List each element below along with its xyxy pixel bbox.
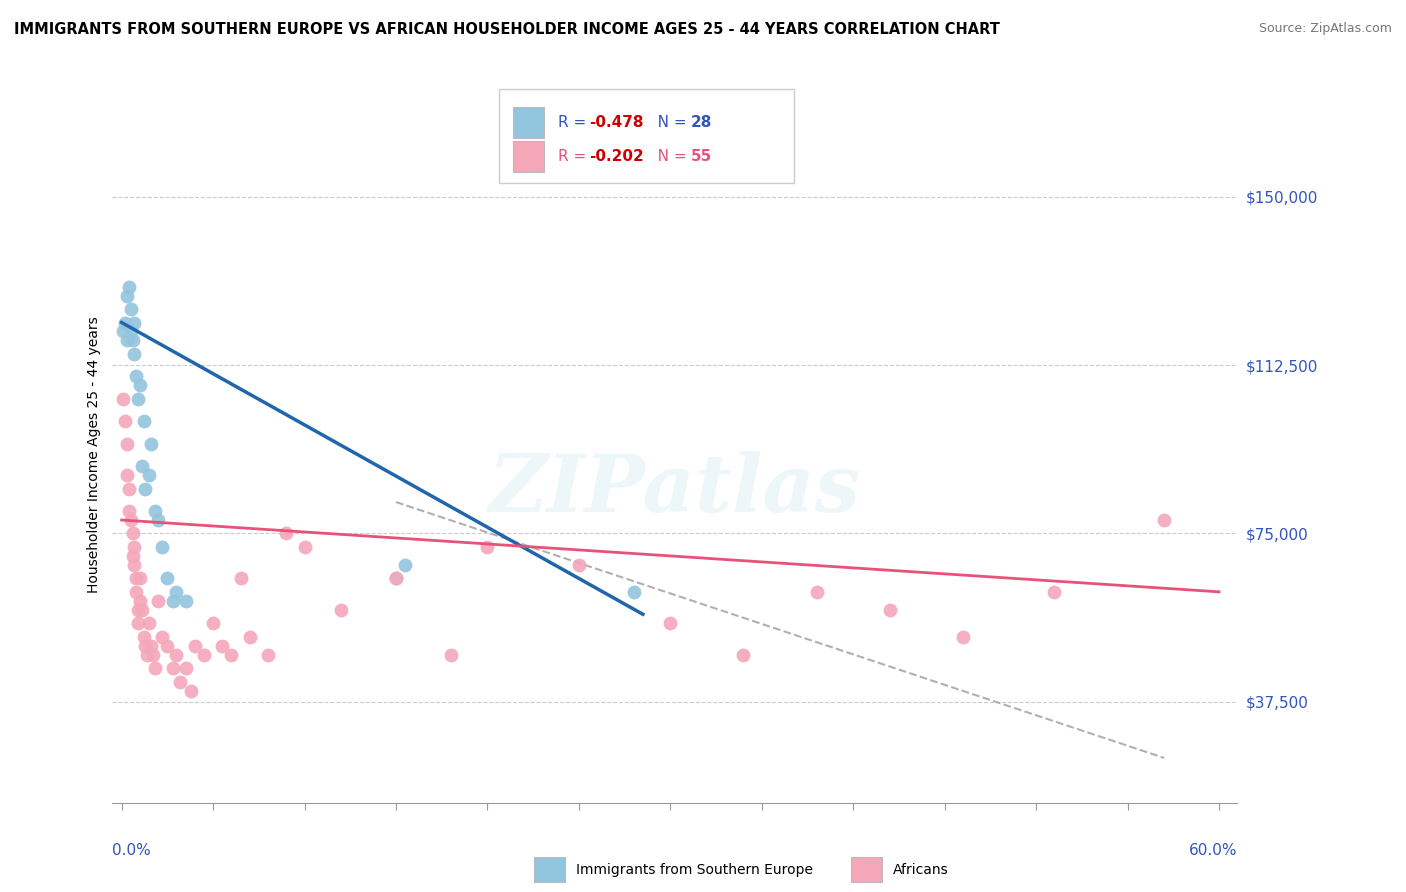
- Text: Africans: Africans: [893, 863, 949, 877]
- Point: [124, 558, 146, 572]
- Point: [120, 301, 142, 316]
- Point: [125, 571, 148, 585]
- Point: [952, 630, 974, 644]
- Point: [139, 436, 162, 450]
- Text: Immigrants from Southern Europe: Immigrants from Southern Europe: [576, 863, 814, 877]
- Point: [132, 414, 155, 428]
- Point: [121, 526, 143, 541]
- Point: [134, 482, 156, 496]
- Point: [121, 334, 143, 348]
- Point: [174, 594, 197, 608]
- Point: [166, 648, 188, 662]
- Point: [125, 584, 148, 599]
- Point: [129, 571, 152, 585]
- Point: [385, 571, 408, 585]
- Text: N =: N =: [643, 115, 690, 130]
- Point: [124, 347, 146, 361]
- Point: [120, 325, 142, 339]
- Text: R =: R =: [558, 149, 592, 164]
- Point: [166, 584, 188, 599]
- Point: [118, 504, 141, 518]
- Point: [385, 571, 408, 585]
- Point: [143, 504, 166, 518]
- Point: [879, 603, 901, 617]
- Text: Source: ZipAtlas.com: Source: ZipAtlas.com: [1258, 22, 1392, 36]
- Point: [143, 661, 166, 675]
- Point: [114, 316, 136, 330]
- Text: -0.202: -0.202: [589, 149, 644, 164]
- Point: [121, 549, 143, 563]
- Point: [112, 325, 135, 339]
- Point: [115, 468, 138, 483]
- Point: [202, 616, 225, 631]
- Text: -0.478: -0.478: [589, 115, 644, 130]
- Point: [115, 334, 138, 348]
- Point: [115, 436, 138, 450]
- Point: [129, 594, 152, 608]
- Point: [239, 630, 262, 644]
- Point: [139, 639, 162, 653]
- Text: 60.0%: 60.0%: [1189, 843, 1237, 858]
- Point: [162, 594, 184, 608]
- Point: [148, 594, 170, 608]
- Point: [733, 648, 755, 662]
- Point: [131, 603, 153, 617]
- Point: [131, 459, 153, 474]
- Point: [276, 526, 298, 541]
- Point: [129, 378, 152, 392]
- Point: [257, 648, 280, 662]
- Point: [184, 639, 207, 653]
- Point: [211, 639, 233, 653]
- Text: R =: R =: [558, 115, 592, 130]
- Point: [118, 279, 141, 293]
- Text: ZIPatlas: ZIPatlas: [489, 451, 860, 528]
- Point: [127, 603, 149, 617]
- Point: [440, 648, 463, 662]
- Point: [169, 674, 191, 689]
- Point: [1043, 584, 1066, 599]
- Text: 28: 28: [690, 115, 711, 130]
- Point: [138, 468, 160, 483]
- Point: [148, 513, 170, 527]
- Point: [294, 540, 316, 554]
- Point: [229, 571, 252, 585]
- Point: [134, 639, 156, 653]
- Point: [659, 616, 682, 631]
- Point: [1153, 513, 1175, 527]
- Point: [136, 648, 159, 662]
- Text: 55: 55: [690, 149, 711, 164]
- Point: [623, 584, 645, 599]
- Point: [118, 482, 141, 496]
- Point: [138, 616, 160, 631]
- Y-axis label: Householder Income Ages 25 - 44 years: Householder Income Ages 25 - 44 years: [87, 317, 101, 593]
- Point: [132, 630, 155, 644]
- Point: [394, 558, 416, 572]
- Point: [120, 513, 142, 527]
- Point: [150, 630, 173, 644]
- Point: [127, 616, 149, 631]
- Point: [193, 648, 215, 662]
- Point: [114, 414, 136, 428]
- Point: [124, 316, 146, 330]
- Point: [156, 571, 179, 585]
- Point: [477, 540, 499, 554]
- Point: [162, 661, 184, 675]
- Point: [124, 540, 146, 554]
- Point: [568, 558, 591, 572]
- Point: [156, 639, 179, 653]
- Text: N =: N =: [643, 149, 690, 164]
- Point: [127, 392, 149, 406]
- Point: [174, 661, 197, 675]
- Point: [125, 369, 148, 384]
- Point: [112, 392, 135, 406]
- Point: [221, 648, 243, 662]
- Point: [115, 288, 138, 302]
- Text: IMMIGRANTS FROM SOUTHERN EUROPE VS AFRICAN HOUSEHOLDER INCOME AGES 25 - 44 YEARS: IMMIGRANTS FROM SOUTHERN EUROPE VS AFRIC…: [14, 22, 1000, 37]
- Point: [142, 648, 165, 662]
- Text: 0.0%: 0.0%: [112, 843, 152, 858]
- Point: [180, 683, 202, 698]
- Point: [806, 584, 828, 599]
- Point: [150, 540, 173, 554]
- Point: [330, 603, 353, 617]
